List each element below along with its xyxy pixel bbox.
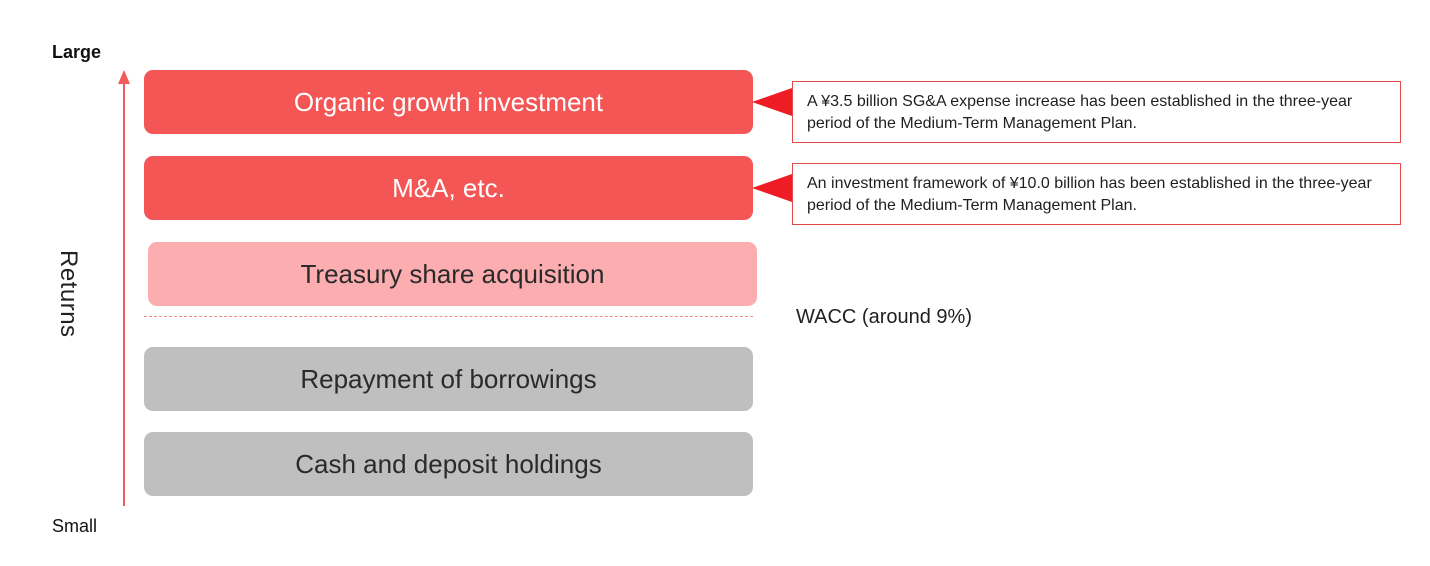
axis-bottom-label: Small xyxy=(52,516,98,536)
returns-axis-line xyxy=(123,84,125,506)
axis-top-label: Large xyxy=(52,42,102,62)
callout-pointer-mna xyxy=(752,174,792,202)
callout-mna: An investment framework of ¥10.0 billion… xyxy=(792,163,1401,225)
wacc-label: WACC (around 9%) xyxy=(796,306,972,328)
axis-arrowhead xyxy=(118,70,130,84)
wacc-threshold-line xyxy=(144,316,753,317)
tier-repayment-of-borrowings: Repayment of borrowings xyxy=(144,347,753,411)
tier-organic-growth-investment: Organic growth investment xyxy=(144,70,753,134)
tier-cash-and-deposit-holdings: Cash and deposit holdings xyxy=(144,432,753,496)
callout-organic-growth: A ¥3.5 billion SG&A expense increase has… xyxy=(792,81,1401,143)
axis-title: Returns xyxy=(55,250,82,338)
tier-treasury-share-acquisition: Treasury share acquisition xyxy=(148,242,757,306)
callout-pointer-organic xyxy=(752,88,792,116)
tier-m-and-a: M&A, etc. xyxy=(144,156,753,220)
